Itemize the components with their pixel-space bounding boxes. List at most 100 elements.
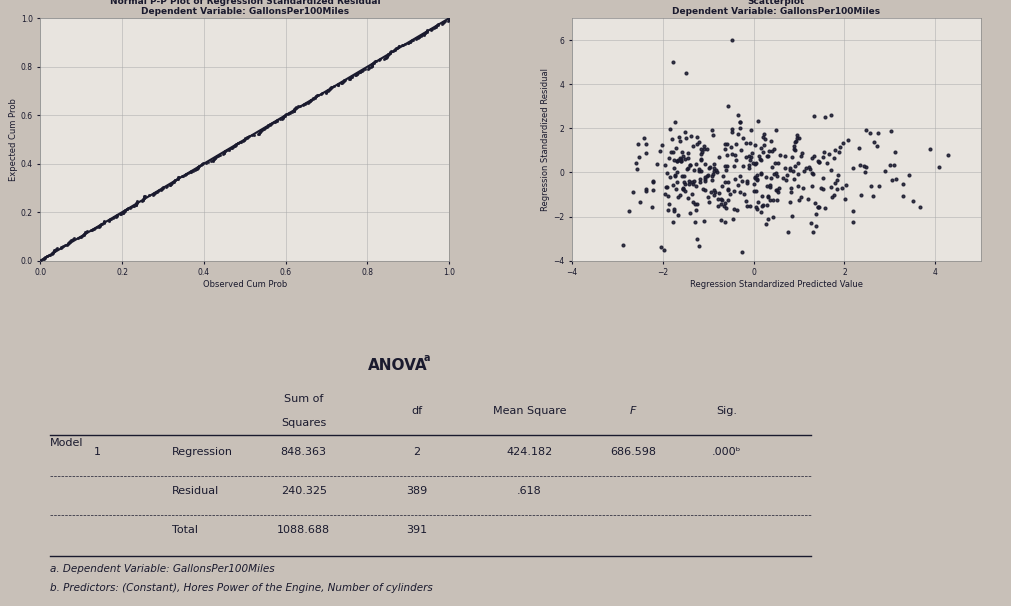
Point	[626, 187, 642, 196]
Point	[741, 163, 757, 173]
Point	[705, 130, 721, 139]
Point	[786, 167, 802, 176]
Point	[672, 136, 688, 146]
Point	[166, 176, 182, 186]
Text: 391: 391	[406, 525, 427, 535]
Point	[703, 187, 719, 197]
Point	[827, 145, 843, 155]
Point	[423, 24, 439, 34]
Point	[135, 191, 152, 201]
Point	[704, 175, 720, 185]
Point	[256, 124, 272, 133]
Point	[378, 53, 394, 62]
Point	[286, 105, 302, 115]
Point	[266, 118, 282, 127]
Point	[57, 241, 73, 250]
Point	[368, 56, 384, 65]
Point	[116, 207, 132, 216]
Point	[260, 121, 276, 131]
Point	[412, 31, 429, 41]
Point	[111, 210, 127, 219]
Point	[632, 197, 648, 207]
Point	[60, 239, 76, 249]
Point	[410, 32, 427, 42]
Point	[805, 169, 821, 179]
Point	[364, 60, 380, 70]
Point	[171, 173, 187, 182]
Point	[741, 160, 757, 170]
Point	[246, 130, 262, 139]
Point	[44, 248, 61, 258]
Point	[383, 47, 399, 56]
Point	[65, 235, 81, 244]
Point	[171, 172, 187, 182]
Point	[372, 55, 388, 64]
Point	[424, 24, 440, 33]
Text: 389: 389	[405, 486, 428, 496]
Point	[785, 153, 801, 162]
Point	[300, 97, 316, 107]
Point	[717, 144, 733, 154]
Point	[195, 158, 211, 168]
Point	[272, 115, 288, 124]
Point	[755, 147, 771, 157]
Point	[706, 185, 722, 195]
Point	[808, 208, 824, 218]
Point	[379, 51, 395, 61]
Point	[109, 211, 125, 221]
Point	[304, 93, 320, 103]
Point	[61, 238, 77, 248]
Point	[745, 159, 761, 168]
Point	[760, 193, 776, 202]
Point	[696, 184, 712, 194]
Point	[100, 216, 116, 225]
Point	[257, 123, 273, 133]
Point	[747, 186, 763, 196]
Point	[701, 193, 717, 202]
Point	[135, 193, 152, 202]
Point	[734, 247, 750, 256]
Point	[435, 18, 451, 27]
Point	[419, 26, 435, 36]
Point	[167, 175, 183, 185]
Point	[258, 122, 274, 132]
Point	[677, 127, 694, 136]
Point	[734, 176, 750, 186]
Point	[688, 199, 705, 208]
Text: Sum of: Sum of	[284, 394, 324, 404]
Point	[711, 201, 727, 211]
Point	[53, 243, 69, 253]
Point	[697, 185, 713, 195]
Point	[128, 199, 145, 208]
Point	[48, 245, 64, 255]
Point	[67, 234, 83, 244]
Point	[151, 185, 167, 195]
Point	[205, 155, 221, 165]
Point	[128, 197, 145, 207]
Point	[306, 93, 323, 102]
Point	[336, 76, 352, 86]
Point	[342, 73, 358, 83]
Point	[190, 162, 206, 171]
Point	[430, 19, 446, 29]
Point	[756, 140, 772, 150]
Point	[317, 88, 334, 98]
Point	[115, 208, 131, 218]
Point	[791, 133, 807, 143]
Point	[423, 25, 439, 35]
Point	[384, 46, 400, 56]
Point	[253, 126, 269, 136]
Point	[178, 170, 194, 179]
Point	[175, 171, 191, 181]
Point	[665, 206, 681, 216]
Point	[127, 201, 144, 210]
Point	[224, 142, 241, 152]
Point	[440, 16, 456, 25]
Point	[287, 104, 303, 113]
Point	[378, 52, 394, 62]
Text: b. Predictors: (Constant), Hores Power of the Engine, Number of cylinders: b. Predictors: (Constant), Hores Power o…	[50, 583, 433, 593]
Point	[736, 190, 752, 199]
Point	[286, 104, 302, 114]
Point	[718, 165, 734, 175]
Text: .000ᵇ: .000ᵇ	[712, 447, 741, 458]
